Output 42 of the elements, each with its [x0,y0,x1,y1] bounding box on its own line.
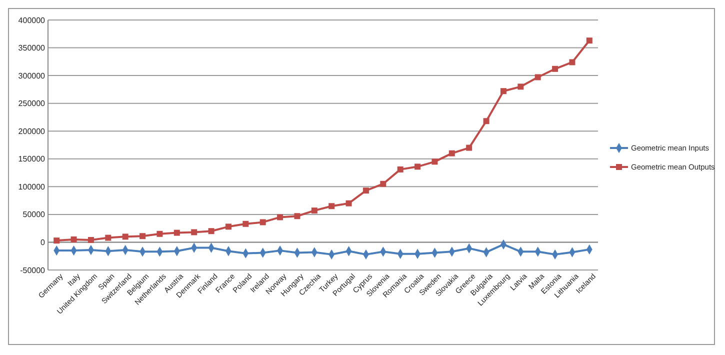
point [466,144,472,151]
point [586,38,592,44]
point [500,88,506,94]
y-tick-label: 100000 [18,182,46,192]
point [225,224,232,230]
point [174,230,180,236]
point [191,229,198,236]
point [414,164,421,170]
point [242,220,249,227]
y-tick-label: 400000 [18,16,46,25]
y-tick-label: 350000 [18,44,46,53]
point [328,203,335,210]
point [294,213,300,220]
point [448,150,455,156]
point [534,74,541,80]
y-tick-label: 0 [40,238,46,248]
point [311,208,318,214]
y-tick-label: 250000 [18,99,46,108]
y-tick-label: 50000 [22,210,46,220]
point [432,158,438,165]
point [518,84,524,90]
point [122,234,128,240]
point [346,200,352,206]
point [260,219,266,226]
point [362,188,369,194]
point [552,66,558,72]
point [397,166,404,172]
y-tick-label: 150000 [18,154,46,164]
point [208,228,214,234]
point [88,237,94,243]
y-tick-label: 200000 [18,126,46,136]
point [277,214,284,220]
point [105,234,112,241]
y-tick-label: 300000 [18,71,46,80]
point [70,236,77,242]
point [483,118,490,124]
y-tick-label: -50000 [20,266,46,275]
point [156,230,163,237]
point [140,233,146,240]
point [54,238,60,244]
point [569,59,576,66]
point [380,180,386,187]
